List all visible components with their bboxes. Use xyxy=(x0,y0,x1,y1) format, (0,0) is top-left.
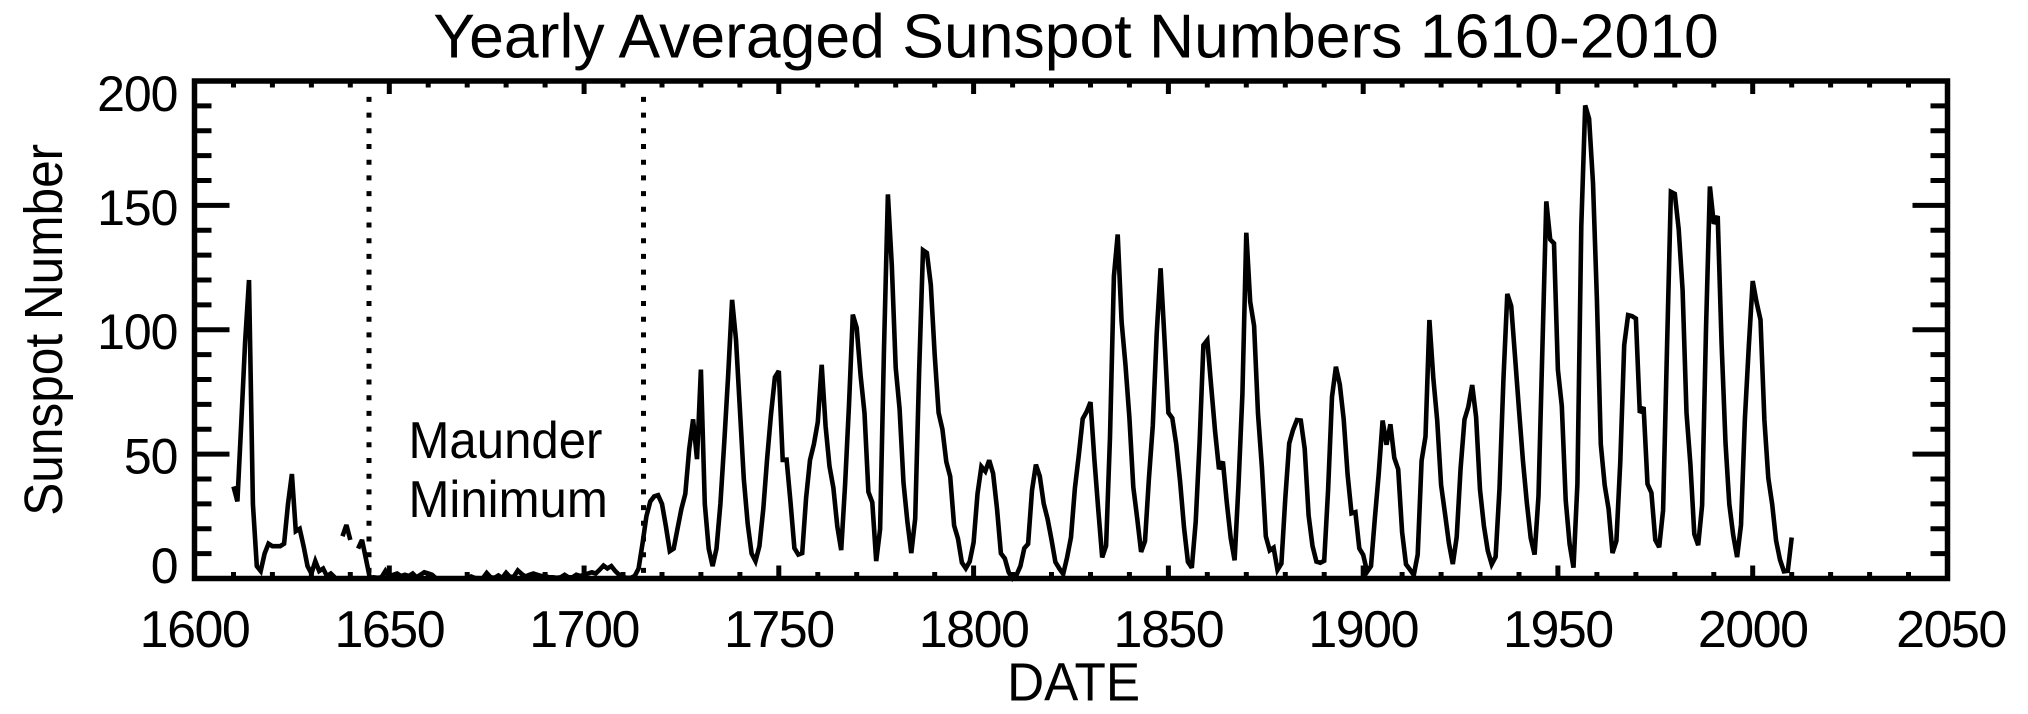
svg-text:1950: 1950 xyxy=(1503,601,1613,659)
svg-text:100: 100 xyxy=(97,304,177,360)
svg-text:1650: 1650 xyxy=(334,601,444,659)
svg-text:150: 150 xyxy=(97,180,177,236)
svg-text:0: 0 xyxy=(151,538,178,594)
svg-text:1750: 1750 xyxy=(724,601,834,659)
svg-text:200: 200 xyxy=(97,66,177,122)
svg-text:Minimum: Minimum xyxy=(409,470,608,529)
svg-text:Maunder: Maunder xyxy=(409,411,603,470)
svg-text:2000: 2000 xyxy=(1698,601,1808,659)
svg-text:Yearly Averaged Sunspot Number: Yearly Averaged Sunspot Numbers 1610-201… xyxy=(433,2,1719,72)
svg-text:DATE: DATE xyxy=(1007,652,1140,712)
svg-text:50: 50 xyxy=(124,429,178,485)
svg-text:1700: 1700 xyxy=(529,601,639,659)
svg-text:1600: 1600 xyxy=(140,601,250,659)
svg-text:1850: 1850 xyxy=(1114,601,1224,659)
svg-text:2050: 2050 xyxy=(1896,601,2006,659)
svg-text:1800: 1800 xyxy=(919,601,1029,659)
svg-text:Sunspot Number: Sunspot Number xyxy=(13,144,73,516)
svg-text:1900: 1900 xyxy=(1308,601,1418,659)
